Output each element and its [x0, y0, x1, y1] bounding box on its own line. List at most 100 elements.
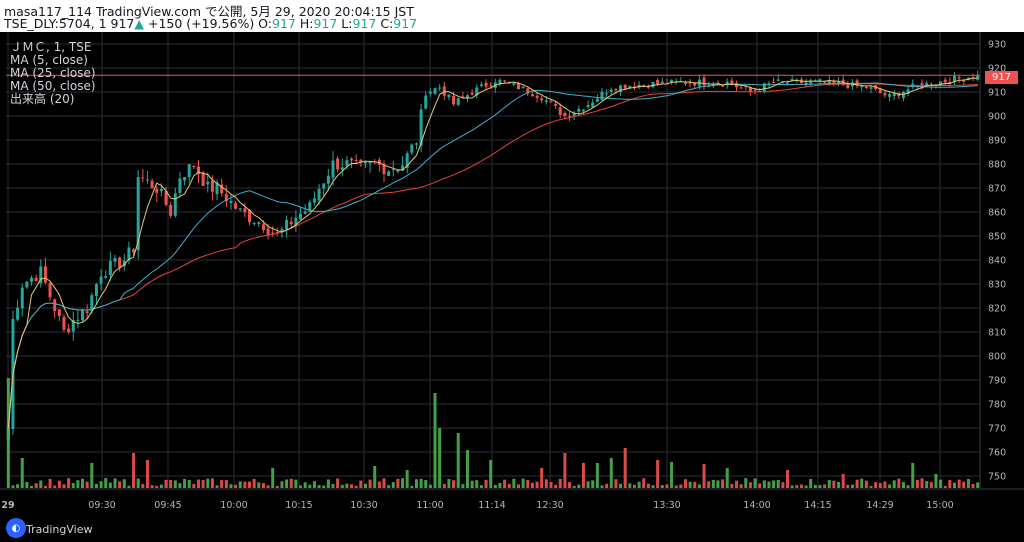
- candle-body: [489, 85, 493, 87]
- candle-body: [94, 284, 98, 296]
- change-value: +150 (+19.56%): [148, 16, 255, 31]
- candle-body: [790, 79, 794, 81]
- candle-body: [368, 162, 372, 164]
- candle-body: [340, 167, 344, 170]
- volume-bar: [850, 484, 854, 488]
- tradingview-label[interactable]: TradingView: [26, 523, 93, 536]
- candle-body: [600, 91, 604, 101]
- volume-bar: [53, 485, 57, 488]
- volume-bar: [925, 481, 929, 488]
- y-tick-label: 920: [988, 64, 1006, 75]
- candle-body: [642, 84, 646, 86]
- volume-bar: [660, 485, 664, 488]
- candle-body: [767, 83, 771, 85]
- volume-bar: [632, 484, 636, 488]
- volume-bar: [864, 480, 868, 488]
- candle-body: [224, 194, 228, 202]
- candle-body: [396, 169, 400, 172]
- volume-bar: [600, 485, 604, 488]
- candle-body: [869, 87, 873, 89]
- candle-body: [234, 203, 238, 209]
- volume-bar: [716, 480, 720, 488]
- chart-area[interactable]: 750 760 770 780 790 800 810 820 830 840 850 860 870 8…: [0, 32, 1024, 542]
- volume-bar: [730, 484, 734, 488]
- candle-body: [122, 260, 126, 267]
- volume-bar: [837, 482, 841, 488]
- volume-bar: [76, 480, 80, 488]
- volume-bar: [414, 479, 418, 488]
- last-price-tag: 917: [985, 71, 1018, 84]
- legend-volume[interactable]: 出来高 (20): [10, 92, 75, 106]
- candle-body: [832, 81, 836, 83]
- volume-bar: [595, 463, 599, 488]
- candle-body: [336, 158, 340, 170]
- volume-bar: [609, 458, 613, 488]
- volume-bar: [707, 481, 711, 488]
- candle-body: [196, 166, 200, 175]
- volume-bar: [438, 428, 442, 488]
- volume-bar: [20, 458, 24, 488]
- legend-ma25[interactable]: MA (25, close): [10, 66, 96, 80]
- candle-body: [183, 176, 187, 181]
- volume-bar: [113, 478, 117, 488]
- y-tick-label: 820: [988, 304, 1006, 315]
- volume-bar: [572, 485, 576, 488]
- volume-bar: [271, 468, 275, 488]
- volume-bar: [169, 479, 173, 488]
- volume-bar: [326, 479, 330, 488]
- volume-bar: [359, 480, 363, 488]
- volume-bar: [461, 484, 465, 488]
- candle-body: [526, 88, 530, 94]
- candle-body: [656, 79, 660, 84]
- volume-bar: [196, 479, 200, 488]
- volume-bar: [786, 470, 790, 488]
- candle-body: [628, 85, 632, 89]
- volume-bar: [934, 474, 938, 488]
- candle-body: [503, 80, 507, 82]
- volume-bar: [526, 479, 530, 488]
- volume-bar: [475, 480, 479, 488]
- volume-bar: [711, 479, 715, 488]
- candle-body: [581, 109, 585, 112]
- candle-body: [331, 160, 335, 178]
- volume-bar: [952, 482, 956, 488]
- candle-body: [405, 153, 409, 168]
- volume-bar: [43, 485, 47, 488]
- volume-bar: [911, 463, 915, 488]
- candle-body: [401, 165, 405, 171]
- candle-body: [901, 91, 905, 98]
- tradingview-logo-icon[interactable]: ◐: [6, 518, 26, 538]
- symbol: TSE_DLY:5704: [4, 16, 91, 31]
- volume-bar: [530, 482, 534, 488]
- candle-body: [883, 93, 887, 96]
- candle-body: [30, 277, 34, 282]
- volume-bar: [535, 481, 539, 488]
- candle-body: [220, 184, 224, 194]
- volume-bar: [34, 483, 38, 488]
- candle-body: [247, 210, 252, 223]
- volume-bar: [702, 464, 706, 488]
- candle-body: [210, 180, 214, 192]
- price-chart[interactable]: 750 760 770 780 790 800 810 820 830 840 850 860 870 8…: [0, 32, 1024, 542]
- volume-bar: [419, 478, 423, 488]
- y-tick-label: 780: [988, 400, 1006, 411]
- legend-ma50[interactable]: MA (50, close): [10, 79, 96, 93]
- candle-body: [391, 169, 395, 171]
- legend-ma5[interactable]: MA (5, close): [10, 53, 88, 67]
- candle-body: [619, 85, 623, 92]
- candle-body: [498, 79, 502, 85]
- candle-body: [888, 94, 892, 97]
- volume-bar: [317, 485, 321, 488]
- candle-body: [442, 86, 446, 96]
- volume-bar: [150, 485, 154, 488]
- volume-bar: [688, 481, 692, 488]
- candle-body: [261, 224, 265, 230]
- volume-bar: [405, 470, 409, 488]
- candle-body: [326, 175, 330, 184]
- volume-bar: [220, 480, 224, 488]
- candle-body: [178, 178, 182, 193]
- volume-bar: [377, 481, 381, 488]
- volume-bar: [145, 460, 149, 488]
- volume-bar: [81, 478, 85, 488]
- candle-body: [141, 177, 145, 179]
